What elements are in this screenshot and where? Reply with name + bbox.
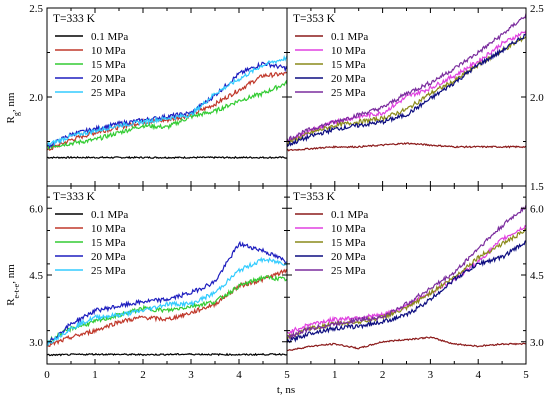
x-tick-label: 5 — [284, 369, 290, 381]
y-tick-label: 4.5 — [29, 270, 43, 282]
panel-frame — [46, 185, 288, 365]
legend: 0.1 MPa 10 MPa 15 MPa 20 MPa 25 MPa — [55, 31, 128, 99]
y-tick-label: 2.0 — [530, 92, 544, 104]
y-tick-label: 3.0 — [29, 337, 43, 349]
legend-entry: 20 MPa — [331, 251, 366, 263]
panel-title: T=353 K — [293, 191, 336, 203]
legend-entry: 0.1 MPa — [91, 209, 128, 221]
y-tick-label: 1.5 — [530, 181, 544, 193]
x-tick-label: 3 — [428, 369, 434, 381]
series-line-0-1-mpa — [47, 352, 287, 357]
legend-entry: 15 MPa — [91, 59, 126, 71]
series-group — [287, 204, 526, 352]
y-tick-label: 3.0 — [530, 337, 544, 349]
legend-entry: 10 MPa — [91, 223, 126, 235]
x-tick-label: 4 — [475, 369, 481, 381]
x-tick-label: 0 — [44, 369, 50, 381]
y-tick-label: 4.5 — [530, 270, 544, 282]
series-line-0-1-mpa — [287, 142, 526, 152]
x-axis-label: t, ns — [277, 384, 295, 396]
x-tick-label: 4 — [236, 369, 242, 381]
series-line-15-mpa — [287, 227, 526, 340]
y-axis-label-top: Rg, nm — [5, 92, 21, 123]
panel-frame — [46, 7, 288, 187]
series-line-15-mpa — [47, 79, 287, 151]
chart-panel-3: 3.0 4.5 6.0 0 1 2 3 4 5 T=333 K 0.1 MPa 10 MPa 15 MP… — [29, 185, 290, 381]
legend-entry: 0.1 MPa — [331, 31, 368, 43]
y-tick-label: 2.0 — [29, 92, 43, 104]
legend-entry: 15 MPa — [91, 237, 126, 249]
series-line-10-mpa — [47, 71, 287, 152]
series-group — [47, 54, 287, 160]
y-axis-label-bottom-text: Re-t-e, nm — [5, 264, 21, 306]
series-group — [287, 13, 526, 152]
series-line-10-mpa — [287, 224, 526, 335]
legend-entry: 15 MPa — [331, 59, 366, 71]
series-line-0-1-mpa — [287, 336, 526, 352]
series-line-25-mpa — [287, 13, 526, 142]
panel-frame — [286, 185, 527, 365]
panel-frame — [286, 7, 527, 187]
y-axis-label-bottom: Re-t-e, nm — [5, 264, 21, 306]
legend-entry: 10 MPa — [91, 45, 126, 57]
series-line-25-mpa — [47, 256, 287, 347]
panel-title: T=353 K — [293, 13, 336, 25]
legend-entry: 0.1 MPa — [91, 31, 128, 43]
legend-entry: 25 MPa — [91, 87, 126, 99]
series-line-25-mpa — [47, 54, 287, 147]
x-tick-label: 5 — [523, 369, 529, 381]
panel-title: T=333 K — [53, 13, 96, 25]
chart-panel-4: 3.0 4.5 6.0 1 2 3 4 5 T=353 K 0.1 MPa 10 MPa 15 MPa… — [286, 185, 544, 381]
series-group — [47, 240, 287, 357]
y-tick-label: 6.0 — [530, 203, 544, 215]
series-line-20-mpa — [287, 33, 526, 148]
legend-entry: 20 MPa — [91, 251, 126, 263]
legend: 0.1 MPa 10 MPa 15 MPa 20 MPa 25 MPa — [55, 209, 128, 277]
x-tick-label: 1 — [332, 369, 338, 381]
legend-entry: 20 MPa — [331, 73, 366, 85]
legend-entry: 25 MPa — [331, 87, 366, 99]
legend: 0.1 MPa 10 MPa 15 MPa 20 MPa 25 MPa — [295, 209, 368, 277]
legend: 0.1 MPa 10 MPa 15 MPa 20 MPa 25 MPa — [295, 31, 368, 99]
chart-panel-2: 1.5 2.0 2.5 T=353 K 0.1 MPa 10 MPa 15 MPa 20 MP… — [286, 3, 544, 193]
chart-panel-1: 2.0 2.5 T=333 K 0.1 MPa 10 MPa 15 MPa 20 MPa 25… — [29, 3, 288, 187]
legend-entry: 10 MPa — [331, 45, 366, 57]
legend-entry: 20 MPa — [91, 73, 126, 85]
series-line-25-mpa — [287, 204, 526, 340]
y-axis-label-top-text: Rg, nm — [5, 92, 21, 123]
series-line-15-mpa — [47, 274, 287, 343]
x-tick-label: 1 — [92, 369, 98, 381]
series-line-10-mpa — [287, 29, 526, 143]
legend-entry: 0.1 MPa — [331, 209, 368, 221]
y-tick-label: 6.0 — [29, 203, 43, 215]
series-line-20-mpa — [287, 240, 526, 344]
legend-entry: 25 MPa — [91, 265, 126, 277]
legend-entry: 10 MPa — [331, 223, 366, 235]
legend-entry: 25 MPa — [331, 265, 366, 277]
series-line-20-mpa — [47, 240, 287, 343]
series-line-0-1-mpa — [47, 155, 287, 160]
series-line-20-mpa — [47, 61, 287, 149]
x-tick-label: 2 — [140, 369, 146, 381]
legend-entry: 15 MPa — [331, 237, 366, 249]
x-tick-label: 3 — [188, 369, 194, 381]
x-tick-label: 2 — [380, 369, 386, 381]
panel-title: T=333 K — [53, 191, 96, 203]
y-tick-label: 2.5 — [29, 3, 43, 15]
y-tick-label: 2.5 — [530, 3, 544, 15]
